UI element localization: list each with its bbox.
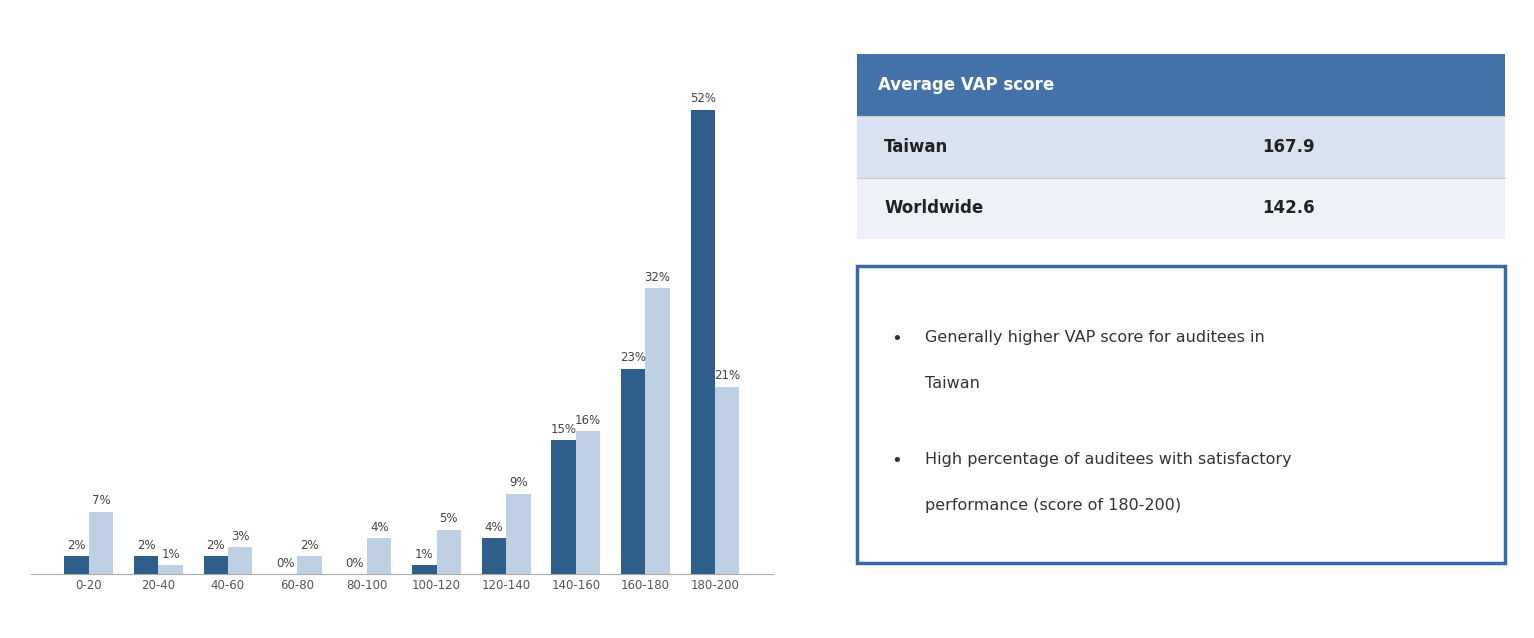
Bar — [158, 565, 183, 574]
Bar — [298, 556, 322, 574]
Text: 32%: 32% — [644, 271, 670, 284]
Text: 3%: 3% — [230, 530, 250, 543]
Bar — [551, 440, 575, 574]
Text: 23%: 23% — [620, 352, 646, 364]
Bar — [575, 431, 600, 574]
Text: 2%: 2% — [301, 539, 319, 552]
Text: 15%: 15% — [551, 423, 577, 436]
Text: 1%: 1% — [161, 548, 179, 561]
Bar — [482, 538, 506, 574]
Text: 2%: 2% — [137, 539, 155, 552]
Text: 4%: 4% — [485, 521, 503, 534]
Text: 52%: 52% — [690, 93, 716, 105]
Text: performance (score of 180-200): performance (score of 180-200) — [925, 498, 1181, 513]
Text: Generally higher VAP score for auditees in: Generally higher VAP score for auditees … — [925, 330, 1264, 345]
Text: 4%: 4% — [370, 521, 388, 534]
Bar — [229, 547, 252, 574]
Text: 0%: 0% — [345, 557, 364, 570]
FancyBboxPatch shape — [858, 54, 1505, 116]
Text: Taiwan: Taiwan — [925, 376, 980, 391]
Text: 9%: 9% — [509, 477, 528, 489]
Bar — [646, 288, 670, 574]
Bar — [413, 565, 437, 574]
Text: Worldwide: Worldwide — [884, 200, 983, 218]
Text: 7%: 7% — [92, 494, 110, 507]
Text: 2%: 2% — [67, 539, 86, 552]
Bar — [89, 512, 114, 574]
Text: 0%: 0% — [276, 557, 295, 570]
Text: 1%: 1% — [416, 548, 434, 561]
Text: •: • — [891, 452, 902, 470]
Bar — [506, 494, 531, 574]
FancyBboxPatch shape — [858, 266, 1505, 563]
Legend: Taiwan, Worldwide: Taiwan, Worldwide — [308, 0, 495, 1]
Bar — [621, 369, 646, 574]
Text: High percentage of auditees with satisfactory: High percentage of auditees with satisfa… — [925, 452, 1292, 467]
Bar — [204, 556, 229, 574]
Bar — [690, 110, 715, 574]
Text: 167.9: 167.9 — [1262, 138, 1315, 156]
Bar — [64, 556, 89, 574]
Text: •: • — [891, 330, 902, 348]
FancyBboxPatch shape — [858, 177, 1505, 239]
Bar — [437, 530, 460, 574]
Bar — [367, 538, 391, 574]
Text: Average VAP score: Average VAP score — [877, 76, 1054, 94]
FancyBboxPatch shape — [858, 116, 1505, 177]
Text: Taiwan: Taiwan — [884, 138, 948, 156]
Text: 21%: 21% — [713, 369, 739, 382]
Text: 2%: 2% — [207, 539, 225, 552]
Bar — [715, 387, 739, 574]
Text: 142.6: 142.6 — [1262, 200, 1315, 218]
Text: 16%: 16% — [575, 414, 601, 427]
Text: 5%: 5% — [440, 512, 459, 525]
Bar — [133, 556, 158, 574]
